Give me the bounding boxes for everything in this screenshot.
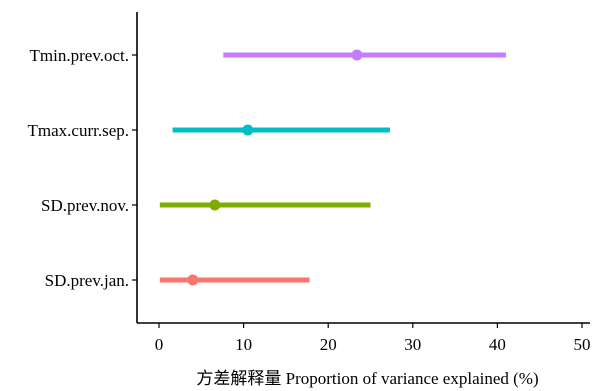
- x-tick-label-3: 30: [404, 335, 421, 354]
- x-tick-label-0: 0: [155, 335, 164, 354]
- y-tick-label-3: SD.prev.jan.: [45, 271, 129, 290]
- y-axis-ticks: Tmin.prev.oct. Tmax.curr.sep. SD.prev.nov.…: [28, 46, 137, 290]
- point-estimate-2: [209, 199, 221, 211]
- chart-marks: [159, 49, 506, 286]
- x-tick-label-1: 10: [235, 335, 252, 354]
- y-tick-label-2: SD.prev.nov.: [41, 196, 129, 215]
- point-estimate-1: [242, 124, 254, 136]
- x-tick-label-4: 40: [489, 335, 506, 354]
- x-axis-ticks: 0 10 20 30 40 50: [155, 323, 591, 354]
- point-estimate-0: [351, 49, 363, 61]
- x-tick-label-2: 20: [320, 335, 337, 354]
- x-tick-label-5: 50: [574, 335, 591, 354]
- y-tick-label-1: Tmax.curr.sep.: [28, 121, 130, 140]
- x-axis-title: 方差解释量 Proportion of variance explained (…: [196, 369, 538, 388]
- point-estimate-3: [187, 274, 199, 286]
- y-tick-label-0: Tmin.prev.oct.: [30, 46, 129, 65]
